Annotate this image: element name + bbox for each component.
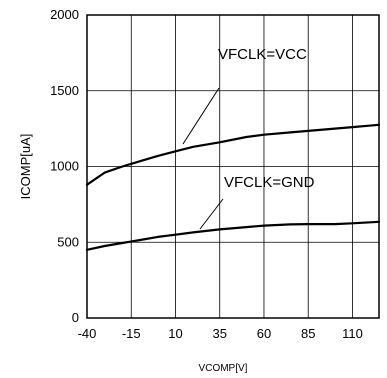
- series-line-vfclk-vcc: [85, 123, 381, 186]
- x-tick-label: 35: [212, 326, 226, 341]
- annotation-leader-line: [182, 87, 220, 145]
- series-layer: [85, 123, 381, 251]
- y-tick-label: 1500: [50, 83, 79, 98]
- x-tick-label: 10: [168, 326, 182, 341]
- x-tick-label: -40: [78, 326, 97, 341]
- annotation-leader-line: [199, 198, 224, 230]
- y-tick-label: 1000: [50, 159, 79, 174]
- x-tick-label: 85: [301, 326, 315, 341]
- annotations: VFCLK=VCC VFCLK=GND: [182, 46, 315, 230]
- x-tick-label: -15: [122, 326, 141, 341]
- series-line-vfclk-gnd: [85, 220, 381, 251]
- x-tick-label: 60: [257, 326, 271, 341]
- y-axis-title: ICOMP[uA]: [18, 134, 33, 200]
- tick-labels: -40 -15 10 35 60 85 110 0 500 1000 1500 2000: [50, 7, 363, 341]
- y-tick-label: 500: [57, 234, 79, 249]
- grid: [87, 15, 379, 318]
- annotation-label: VFCLK=VCC: [218, 46, 307, 63]
- x-axis-title: VCOMP[V]: [199, 363, 248, 374]
- y-tick-label: 0: [72, 310, 79, 325]
- x-tick-label: 110: [342, 326, 363, 341]
- annotation-label: VFCLK=GND: [224, 174, 315, 191]
- y-tick-label: 2000: [50, 7, 79, 22]
- plot-frame: [86, 14, 380, 319]
